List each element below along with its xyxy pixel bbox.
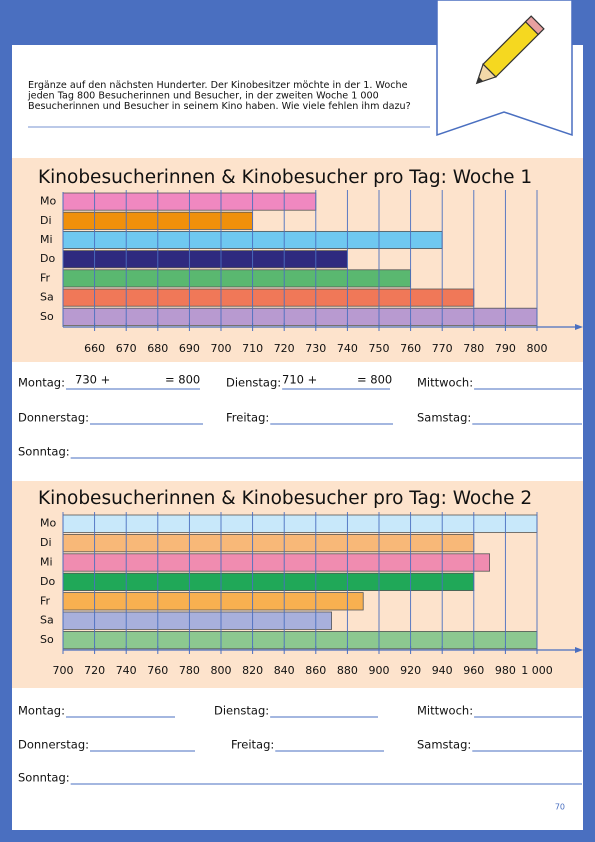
answer-label: Montag: [18, 376, 65, 390]
bar [62, 307, 538, 326]
answer-label: Dienstag: [214, 704, 269, 718]
x-tick-label: 720 [84, 664, 105, 677]
answer-label: Donnerstag: [18, 411, 89, 425]
page-number: 70 [555, 803, 565, 812]
instruction-text: jeden Tag 800 Besucherinnen und Besucher… [27, 91, 379, 102]
bar [62, 269, 412, 288]
answer-label: Mittwoch: [417, 704, 473, 718]
x-tick-label: 880 [337, 664, 358, 677]
y-tick-label: Fr [40, 271, 51, 284]
x-tick-label: 780 [179, 664, 200, 677]
x-tick-label: 680 [147, 342, 168, 355]
answer-label: Sonntag: [18, 771, 70, 785]
x-tick-label: 980 [495, 664, 516, 677]
answer-entry: = 800 [357, 373, 392, 387]
pencil-icon [475, 15, 545, 85]
instruction-text: Ergänze auf den nächsten Hunderter. Der … [28, 80, 408, 91]
answer-entry: 710 + [282, 373, 317, 387]
y-tick-label: Sa [40, 291, 54, 304]
x-tick-label: 760 [147, 664, 168, 677]
x-tick-label: 900 [369, 664, 390, 677]
y-tick-label: Mi [40, 233, 53, 246]
chart-title: Kinobesucherinnen & Kinobesucher pro Tag… [38, 488, 532, 509]
x-tick-label: 690 [179, 342, 200, 355]
bar [62, 631, 538, 650]
x-tick-label: 760 [400, 342, 421, 355]
y-tick-label: So [40, 633, 54, 646]
y-tick-label: Sa [40, 614, 54, 627]
y-tick-label: Di [40, 536, 52, 549]
answer-entry: 730 + [75, 373, 110, 387]
x-tick-label: 780 [463, 342, 484, 355]
answer-label: Montag: [18, 704, 65, 718]
answer-label: Freitag: [231, 738, 274, 752]
x-tick-label: 770 [432, 342, 453, 355]
x-tick-label: 660 [84, 342, 105, 355]
y-tick-label: Do [40, 575, 55, 588]
answer-label: Samstag: [417, 411, 471, 425]
bar [62, 572, 475, 592]
x-tick-label: 960 [463, 664, 484, 677]
bar [62, 553, 491, 572]
answer-entry: = 800 [165, 373, 200, 387]
answer-label: Sonntag: [18, 445, 70, 459]
x-tick-label: 740 [116, 664, 137, 677]
x-tick-label: 920 [400, 664, 421, 677]
y-tick-label: Mo [40, 517, 56, 530]
instruction-text: Besucherinnen und Besucher in seinem Kin… [28, 101, 411, 112]
x-tick-label: 700 [53, 664, 74, 677]
answer-label: Samstag: [417, 738, 471, 752]
bar [62, 288, 475, 307]
y-tick-label: Fr [40, 594, 51, 607]
x-tick-label: 800 [527, 342, 548, 355]
bar [62, 514, 538, 533]
answer-label: Freitag: [226, 411, 269, 425]
x-tick-label: 940 [432, 664, 453, 677]
bar [62, 592, 364, 611]
y-tick-label: Do [40, 252, 55, 265]
x-tick-label: 820 [242, 664, 263, 677]
answer-label: Donnerstag: [18, 738, 89, 752]
chart-title: Kinobesucherinnen & Kinobesucher pro Tag… [38, 167, 532, 188]
x-tick-label: 860 [305, 664, 326, 677]
x-tick-label: 670 [116, 342, 137, 355]
answer-label: Dienstag: [226, 376, 281, 390]
axis-arrow [575, 647, 583, 653]
axis-arrow [575, 324, 583, 330]
x-tick-label: 750 [369, 342, 390, 355]
bar [62, 250, 348, 269]
x-tick-label: 730 [305, 342, 326, 355]
y-tick-label: Mo [40, 195, 56, 208]
bar [62, 534, 475, 553]
bar [62, 611, 333, 630]
x-tick-label: 740 [337, 342, 358, 355]
x-tick-label: 1 000 [521, 664, 553, 677]
y-tick-label: So [40, 310, 54, 323]
y-tick-label: Di [40, 214, 52, 227]
y-tick-label: Mi [40, 556, 53, 569]
x-tick-label: 840 [274, 664, 295, 677]
answer-label: Mittwoch: [417, 376, 473, 390]
x-tick-label: 700 [211, 342, 232, 355]
x-tick-label: 790 [495, 342, 516, 355]
x-tick-label: 720 [274, 342, 295, 355]
x-tick-label: 710 [242, 342, 263, 355]
x-tick-label: 800 [211, 664, 232, 677]
